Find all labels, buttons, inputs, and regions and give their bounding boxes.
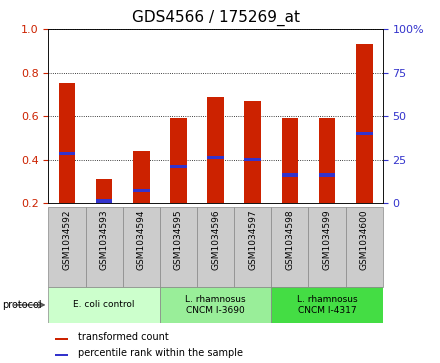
- Bar: [244, 158, 261, 161]
- Text: protocol: protocol: [2, 300, 42, 310]
- Text: GSM1034596: GSM1034596: [211, 209, 220, 270]
- Bar: [207, 97, 224, 203]
- Bar: [96, 179, 113, 203]
- Text: GSM1034594: GSM1034594: [137, 209, 146, 270]
- Bar: [234, 207, 271, 287]
- Bar: [48, 207, 85, 287]
- Text: percentile rank within the sample: percentile rank within the sample: [78, 348, 243, 358]
- Bar: [48, 287, 160, 323]
- Title: GDS4566 / 175269_at: GDS4566 / 175269_at: [132, 10, 300, 26]
- Text: GSM1034595: GSM1034595: [174, 209, 183, 270]
- Bar: [271, 207, 308, 287]
- Bar: [356, 132, 373, 135]
- Bar: [85, 207, 123, 287]
- Text: GSM1034592: GSM1034592: [62, 209, 71, 270]
- Bar: [123, 207, 160, 287]
- Bar: [160, 287, 271, 323]
- Bar: [59, 152, 75, 155]
- Bar: [271, 287, 383, 323]
- Bar: [197, 207, 234, 287]
- Bar: [59, 83, 75, 203]
- Text: L. rhamnosus
CNCM I-4317: L. rhamnosus CNCM I-4317: [297, 295, 357, 315]
- Bar: [308, 207, 346, 287]
- Bar: [133, 188, 150, 192]
- Bar: [282, 173, 298, 176]
- Bar: [96, 199, 113, 203]
- Bar: [55, 354, 69, 356]
- Bar: [282, 118, 298, 203]
- Text: GSM1034598: GSM1034598: [286, 209, 294, 270]
- Text: transformed count: transformed count: [78, 333, 169, 342]
- Bar: [319, 118, 335, 203]
- Text: E. coli control: E. coli control: [73, 301, 135, 309]
- Bar: [170, 118, 187, 203]
- Bar: [160, 207, 197, 287]
- Text: GSM1034597: GSM1034597: [248, 209, 257, 270]
- Text: GSM1034593: GSM1034593: [99, 209, 109, 270]
- Text: GSM1034599: GSM1034599: [323, 209, 332, 270]
- Bar: [207, 156, 224, 159]
- Bar: [133, 151, 150, 203]
- Bar: [244, 101, 261, 203]
- Text: GSM1034600: GSM1034600: [360, 209, 369, 270]
- Text: L. rhamnosus
CNCM I-3690: L. rhamnosus CNCM I-3690: [185, 295, 246, 315]
- Bar: [346, 207, 383, 287]
- Bar: [356, 44, 373, 203]
- Bar: [170, 165, 187, 168]
- Bar: [319, 173, 335, 176]
- Bar: [55, 338, 69, 340]
